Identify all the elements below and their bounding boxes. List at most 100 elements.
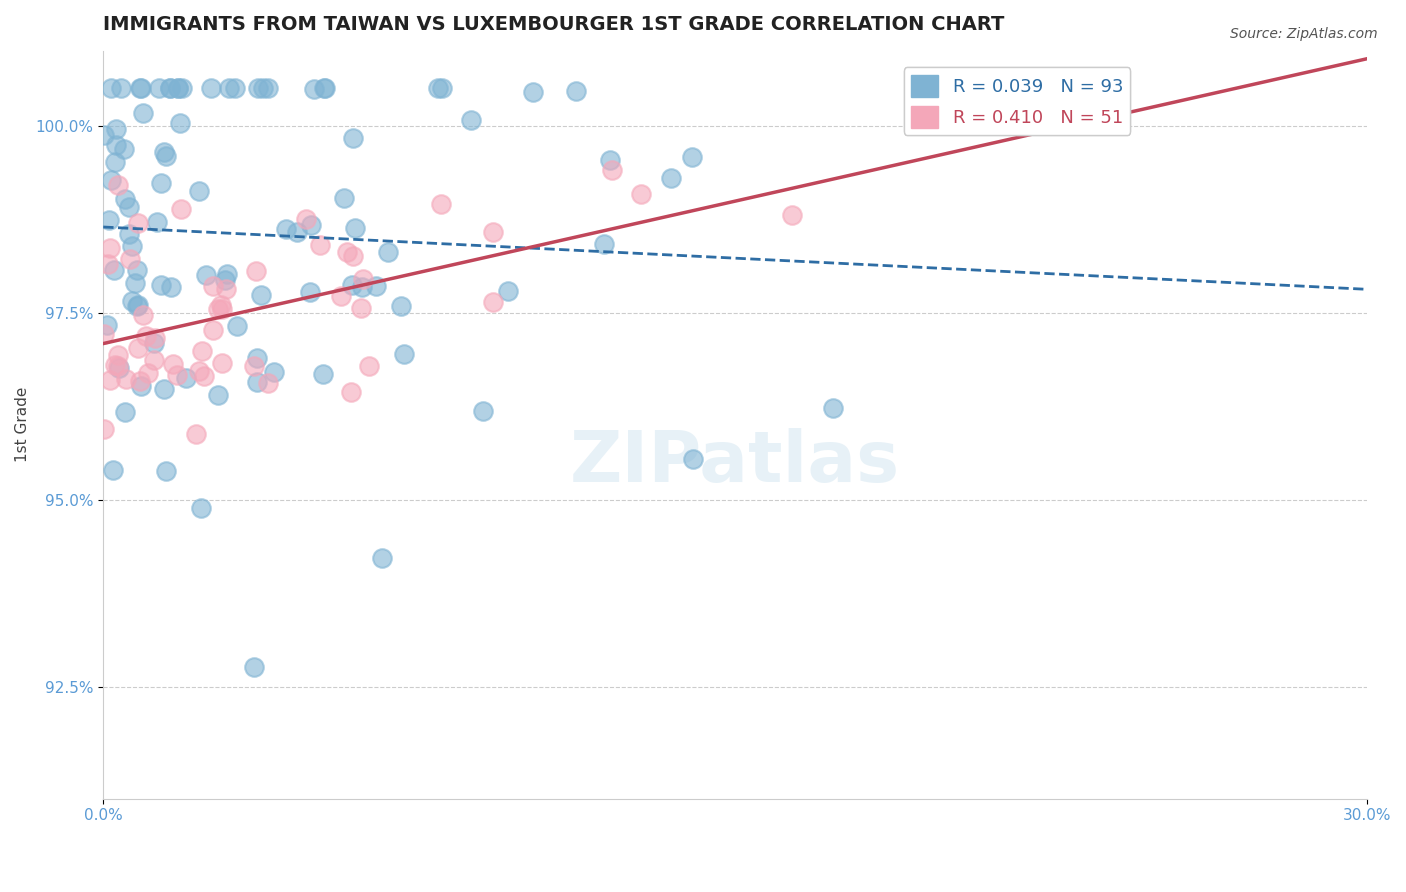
Immigrants from Taiwan (565, 84, 588, 98)
Immigrants from Taiwan (246, 351, 269, 365)
Luxembourgers (193, 369, 215, 384)
Immigrants from Taiwan (298, 285, 321, 300)
Luxembourgers (209, 298, 232, 312)
Luxembourgers (129, 375, 152, 389)
Immigrants from Taiwan (160, 280, 183, 294)
Luxembourgers (135, 329, 157, 343)
Luxembourgers (104, 358, 127, 372)
Immigrants from Taiwan (153, 383, 176, 397)
Immigrants from Taiwan (471, 403, 494, 417)
Luxembourgers (339, 385, 361, 400)
Luxembourgers (97, 257, 120, 271)
Luxembourgers (780, 208, 803, 222)
Immigrants from Taiwan (377, 244, 399, 259)
Immigrants from Taiwan (150, 176, 173, 190)
Immigrants from Taiwan (287, 225, 309, 239)
Immigrants from Taiwan (333, 191, 356, 205)
Luxembourgers (107, 348, 129, 362)
Immigrants from Taiwan (246, 375, 269, 389)
Immigrants from Taiwan (159, 81, 181, 95)
Immigrants from Taiwan (225, 318, 247, 333)
Immigrants from Taiwan (174, 371, 197, 385)
Immigrants from Taiwan (218, 81, 240, 95)
Immigrants from Taiwan (129, 81, 152, 95)
Luxembourgers (191, 343, 214, 358)
Immigrants from Taiwan (314, 81, 336, 95)
Luxembourgers (429, 196, 451, 211)
Luxembourgers (482, 294, 505, 309)
Immigrants from Taiwan (114, 405, 136, 419)
Immigrants from Taiwan (681, 150, 703, 164)
Immigrants from Taiwan (599, 153, 621, 168)
Immigrants from Taiwan (430, 81, 453, 95)
Luxembourgers (170, 202, 193, 216)
Immigrants from Taiwan (190, 501, 212, 516)
Immigrants from Taiwan (103, 263, 125, 277)
Luxembourgers (187, 364, 209, 378)
Immigrants from Taiwan (167, 81, 190, 95)
Luxembourgers (482, 225, 505, 239)
Immigrants from Taiwan (312, 81, 335, 95)
Immigrants from Taiwan (98, 212, 121, 227)
Luxembourgers (215, 282, 238, 296)
Immigrants from Taiwan (166, 81, 188, 95)
Immigrants from Taiwan (124, 276, 146, 290)
Luxembourgers (127, 341, 149, 355)
Text: ZIPatlas: ZIPatlas (569, 427, 900, 497)
Immigrants from Taiwan (118, 227, 141, 242)
Luxembourgers (211, 356, 233, 370)
Luxembourgers (184, 426, 207, 441)
Luxembourgers (143, 330, 166, 344)
Immigrants from Taiwan (200, 81, 222, 95)
Immigrants from Taiwan (340, 278, 363, 293)
Immigrants from Taiwan (121, 294, 143, 309)
Luxembourgers (207, 302, 229, 317)
Immigrants from Taiwan (103, 463, 125, 477)
Immigrants from Taiwan (682, 451, 704, 466)
Immigrants from Taiwan (93, 128, 115, 142)
Luxembourgers (143, 353, 166, 368)
Luxembourgers (120, 252, 142, 266)
Luxembourgers (115, 372, 138, 386)
Luxembourgers (138, 366, 160, 380)
Immigrants from Taiwan (129, 378, 152, 392)
Luxembourgers (600, 162, 623, 177)
Immigrants from Taiwan (352, 279, 374, 293)
Immigrants from Taiwan (112, 142, 135, 156)
Luxembourgers (294, 212, 316, 227)
Immigrants from Taiwan (460, 113, 482, 128)
Luxembourgers (349, 301, 371, 316)
Immigrants from Taiwan (247, 81, 270, 95)
Immigrants from Taiwan (250, 288, 273, 302)
Luxembourgers (201, 323, 224, 337)
Immigrants from Taiwan (117, 200, 139, 214)
Immigrants from Taiwan (214, 273, 236, 287)
Luxembourgers (107, 178, 129, 192)
Immigrants from Taiwan (100, 81, 122, 95)
Immigrants from Taiwan (169, 116, 191, 130)
Immigrants from Taiwan (108, 361, 131, 376)
Text: Source: ZipAtlas.com: Source: ZipAtlas.com (1230, 27, 1378, 41)
Y-axis label: 1st Grade: 1st Grade (15, 387, 30, 462)
Luxembourgers (162, 357, 184, 371)
Luxembourgers (98, 241, 121, 255)
Immigrants from Taiwan (366, 278, 388, 293)
Immigrants from Taiwan (110, 81, 132, 95)
Immigrants from Taiwan (155, 464, 177, 478)
Luxembourgers (132, 308, 155, 322)
Luxembourgers (243, 359, 266, 373)
Immigrants from Taiwan (121, 238, 143, 252)
Immigrants from Taiwan (172, 81, 194, 95)
Immigrants from Taiwan (207, 388, 229, 402)
Luxembourgers (630, 187, 652, 202)
Immigrants from Taiwan (312, 367, 335, 381)
Immigrants from Taiwan (276, 221, 298, 235)
Immigrants from Taiwan (153, 145, 176, 159)
Immigrants from Taiwan (100, 172, 122, 186)
Immigrants from Taiwan (132, 105, 155, 120)
Immigrants from Taiwan (427, 81, 450, 95)
Luxembourgers (107, 359, 129, 373)
Immigrants from Taiwan (243, 660, 266, 674)
Immigrants from Taiwan (522, 85, 544, 99)
Luxembourgers (357, 359, 380, 373)
